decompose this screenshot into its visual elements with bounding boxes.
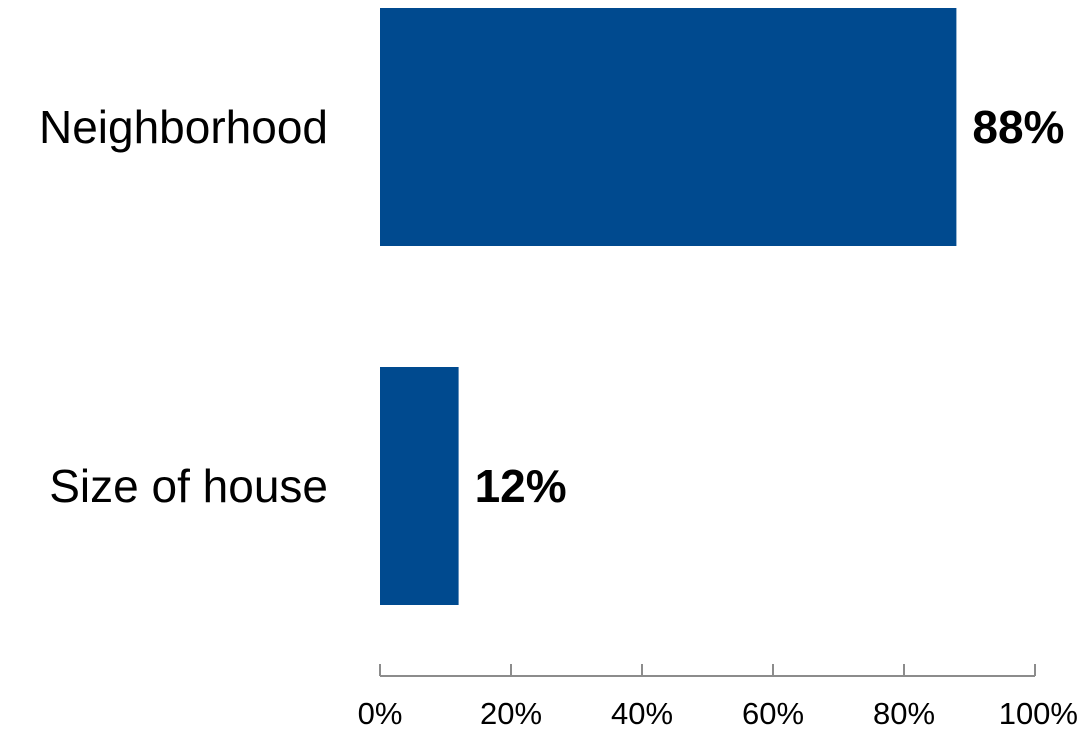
value-label: 88% — [972, 101, 1064, 153]
category-label: Size of house — [49, 460, 328, 512]
x-tick-label: 40% — [611, 696, 673, 730]
bars-group — [380, 8, 957, 605]
x-tick-label: 80% — [873, 696, 935, 730]
category-labels: Neighborhood Size of house — [39, 101, 328, 512]
bar-size-of-house — [380, 367, 459, 605]
x-tick-label: 100% — [999, 696, 1078, 730]
x-tick-label: 20% — [480, 696, 542, 730]
x-tick-label: 60% — [742, 696, 804, 730]
x-axis: 0% 20% 40% 60% 80% 100% — [358, 664, 1078, 730]
value-labels: 88% 12% — [475, 101, 1065, 512]
x-tick-label: 0% — [358, 696, 403, 730]
value-label: 12% — [475, 460, 567, 512]
bar-neighborhood — [380, 8, 957, 246]
category-label: Neighborhood — [39, 101, 328, 153]
